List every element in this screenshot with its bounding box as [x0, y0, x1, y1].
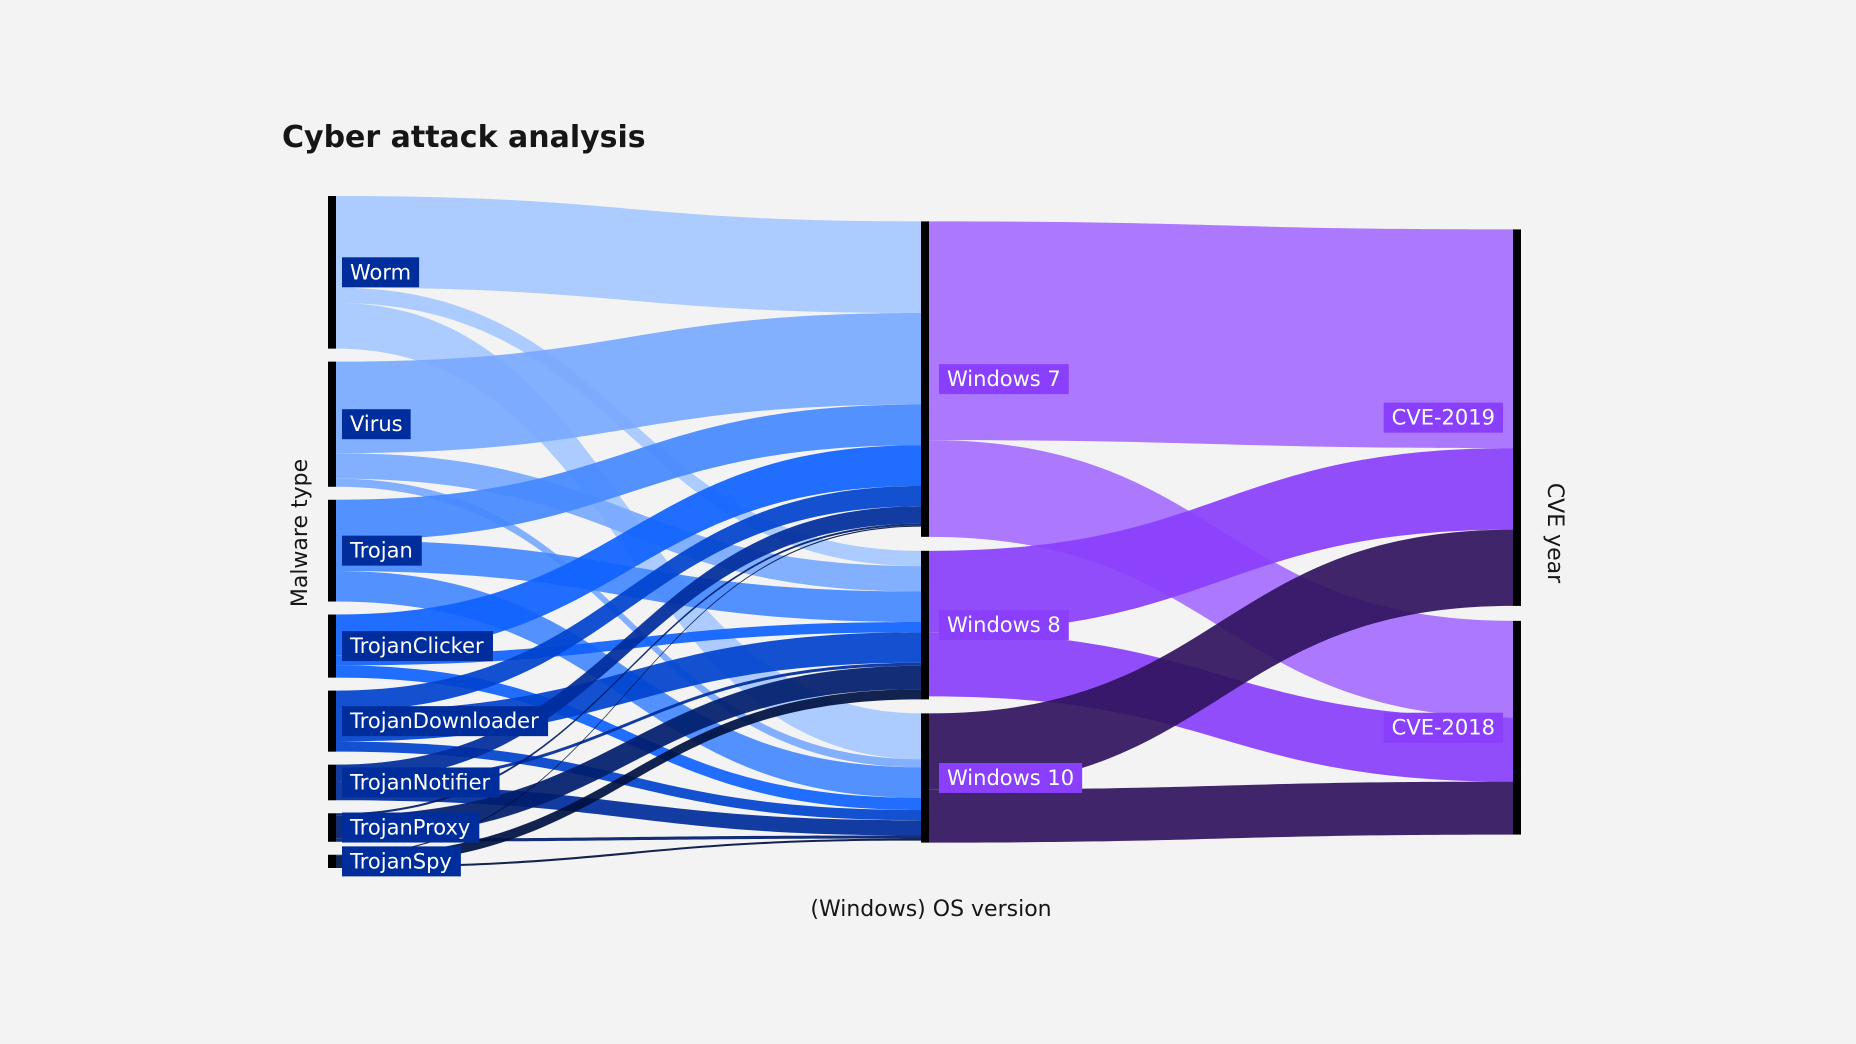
link-trojannotifier-to-windows-10[interactable] [336, 785, 921, 836]
link-windows-8-to-cve-2018[interactable] [929, 632, 1513, 782]
node-label-text-virus: Virus [350, 412, 403, 436]
node-bar-virus[interactable] [328, 361, 336, 487]
node-label-virus: Virus [342, 409, 411, 440]
link-windows-8-to-cve-2019[interactable] [929, 448, 1513, 633]
node-label-windows-8: Windows 8 [939, 610, 1069, 641]
node-label-windows-10: Windows 10 [939, 762, 1083, 793]
link-trojan-to-windows-7[interactable] [336, 404, 921, 541]
axis-label-cve-year: CVE year [1542, 483, 1567, 584]
link-trojanclicker-to-windows-10[interactable] [336, 665, 921, 811]
node-label-bg-windows-7 [939, 364, 1069, 395]
node-bar-windows-7[interactable] [921, 221, 929, 537]
link-windows-7-to-cve-2019[interactable] [929, 221, 1513, 449]
node-label-trojanclicker: TrojanClicker [342, 631, 493, 662]
node-bar-trojan[interactable] [328, 499, 336, 602]
node-label-trojanproxy: TrojanProxy [342, 812, 480, 843]
node-bar-windows-8[interactable] [921, 550, 929, 700]
link-trojanspy-to-windows-7[interactable] [336, 525, 921, 856]
node-label-bg-trojandownloader [342, 706, 549, 737]
link-windows-10-to-cve-2019[interactable] [929, 529, 1513, 790]
link-trojannotifier-to-windows-7[interactable] [336, 506, 921, 782]
node-label-text-windows-10: Windows 10 [947, 766, 1074, 790]
node-label-bg-trojan [342, 535, 422, 566]
node-label-trojandownloader: TrojanDownloader [342, 706, 549, 737]
link-virus-to-windows-7[interactable] [336, 312, 921, 454]
node-label-bg-worm [342, 257, 420, 288]
link-worm-to-windows-7[interactable] [336, 196, 921, 313]
node-label-trojanspy: TrojanSpy [342, 846, 461, 877]
link-trojanproxy-to-windows-8[interactable] [336, 665, 921, 839]
link-trojan-to-windows-8[interactable] [336, 540, 921, 623]
axis-label-malware-type: Malware type [288, 459, 313, 607]
node-label-text-windows-8: Windows 8 [947, 613, 1061, 637]
node-label-bg-trojanspy [342, 846, 461, 877]
node-label-worm: Worm [342, 257, 420, 288]
sankey-labels: Worm Virus Trojan TrojanClicker TrojanDownlo… [342, 257, 1503, 877]
node-label-text-worm: Worm [350, 260, 411, 284]
link-trojanspy-to-windows-10[interactable] [336, 838, 921, 868]
node-label-text-trojanproxy: TrojanProxy [349, 816, 470, 840]
node-label-bg-trojanproxy [342, 812, 480, 843]
node-label-text-trojannotifier: TrojanNotifier [349, 770, 491, 794]
node-bar-cve-2018[interactable] [1513, 620, 1521, 835]
node-label-text-trojanclicker: TrojanClicker [349, 634, 484, 658]
link-trojanspy-to-windows-8[interactable] [336, 689, 921, 866]
node-label-text-trojanspy: TrojanSpy [349, 849, 452, 873]
node-label-cve-2019: CVE-2019 [1383, 402, 1503, 433]
link-trojanproxy-to-windows-7[interactable] [336, 523, 921, 816]
link-windows-10-to-cve-2018[interactable] [929, 781, 1513, 843]
node-label-bg-trojannotifier [342, 767, 500, 798]
node-bar-trojannotifier[interactable] [328, 764, 336, 801]
node-label-bg-windows-8 [939, 610, 1069, 641]
node-bar-worm[interactable] [328, 196, 336, 349]
node-bar-trojanclicker[interactable] [328, 614, 336, 678]
node-label-text-cve-2019: CVE-2019 [1392, 406, 1495, 430]
node-label-text-trojandownloader: TrojanDownloader [349, 709, 539, 733]
node-bar-cve-2019[interactable] [1513, 229, 1521, 606]
node-label-bg-virus [342, 409, 411, 440]
node-label-bg-cve-2019 [1383, 402, 1503, 433]
link-trojandownloader-to-windows-7[interactable] [336, 485, 921, 711]
node-label-trojan: Trojan [342, 535, 422, 566]
node-label-bg-windows-10 [939, 762, 1083, 793]
node-bar-trojanspy[interactable] [328, 854, 336, 868]
node-label-bg-cve-2018 [1383, 712, 1503, 743]
chart-title: Cyber attack analysis [282, 120, 646, 155]
node-bar-windows-10[interactable] [921, 713, 929, 843]
link-trojanclicker-to-windows-7[interactable] [336, 445, 921, 656]
node-label-text-cve-2018: CVE-2018 [1392, 716, 1495, 740]
sankey-nodes [328, 196, 1521, 868]
node-label-trojannotifier: TrojanNotifier [342, 767, 500, 798]
link-virus-to-windows-8[interactable] [336, 453, 921, 592]
node-bar-trojandownloader[interactable] [328, 690, 336, 752]
node-bar-trojanproxy[interactable] [328, 813, 336, 842]
node-label-text-trojan: Trojan [349, 539, 413, 563]
node-label-windows-7: Windows 7 [939, 364, 1069, 395]
axis-label-os-version: (Windows) OS version [810, 897, 1051, 922]
link-virus-to-windows-10[interactable] [336, 478, 921, 768]
link-trojannotifier-to-windows-8[interactable] [336, 662, 921, 786]
node-label-cve-2018: CVE-2018 [1383, 712, 1503, 743]
node-label-bg-trojanclicker [342, 631, 493, 662]
node-label-text-windows-7: Windows 7 [947, 367, 1061, 391]
